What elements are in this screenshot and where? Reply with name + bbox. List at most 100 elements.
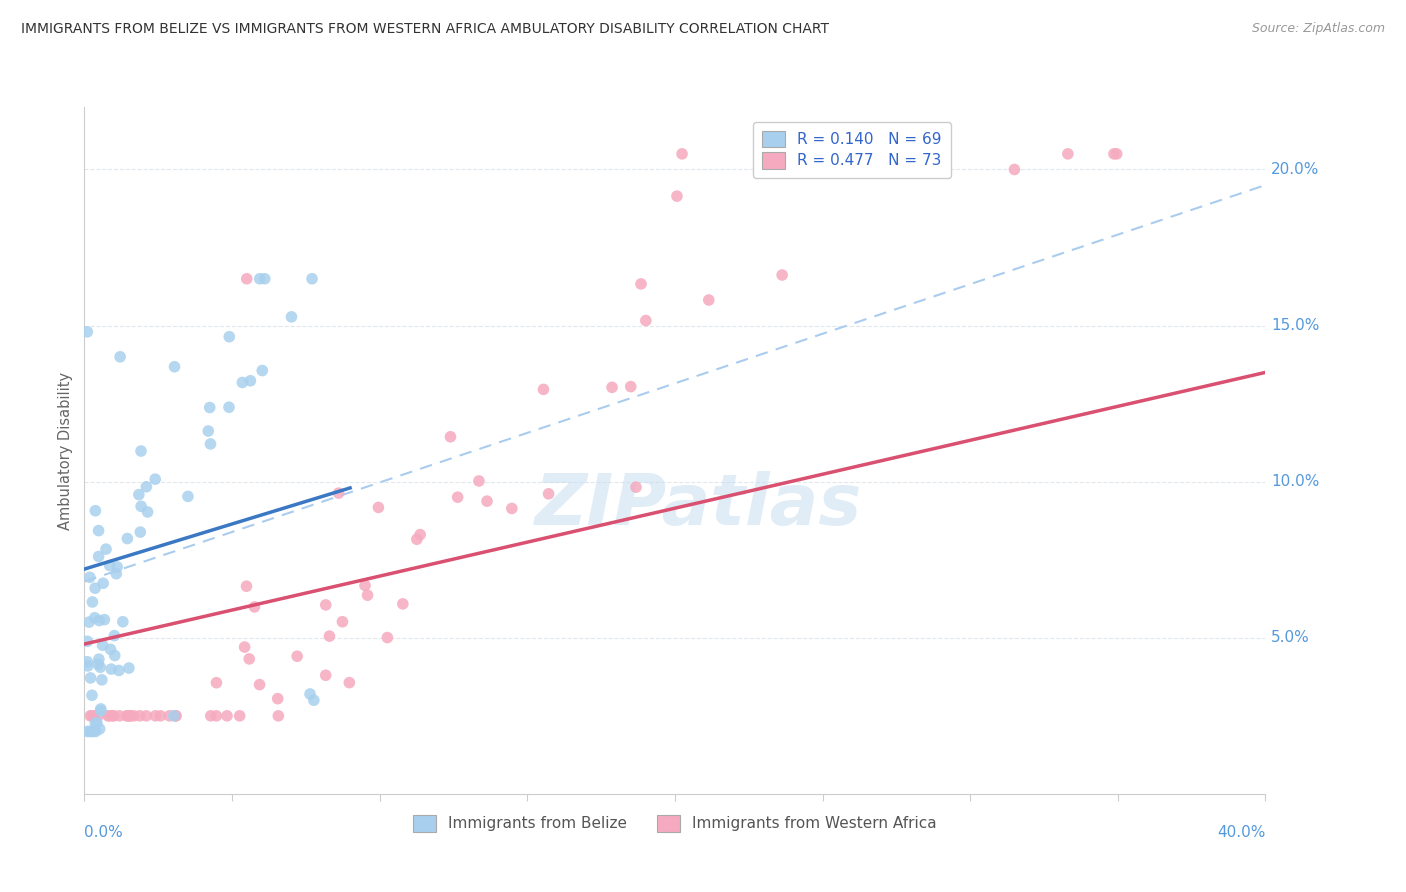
Point [79, 708, 101, 723]
Text: 15.0%: 15.0% [1271, 318, 1320, 333]
Point [239, 374, 262, 388]
Point [1004, 162, 1026, 177]
Point [770, 268, 793, 282]
Point [356, 588, 378, 602]
Point [770, 146, 793, 161]
Point [318, 629, 340, 643]
Point [128, 488, 150, 502]
Point [98, 558, 121, 573]
Point [84, 504, 107, 518]
Point [337, 675, 360, 690]
Point [111, 615, 134, 629]
Point [128, 708, 150, 723]
Point [665, 189, 688, 203]
Point [94, 542, 117, 557]
Point [80, 724, 103, 739]
Point [200, 437, 222, 451]
Point [143, 472, 166, 486]
Point [80, 688, 103, 702]
Point [105, 566, 128, 581]
Text: 40.0%: 40.0% [1218, 825, 1265, 839]
Point [367, 500, 389, 515]
Point [872, 146, 894, 161]
Point [87, 652, 110, 666]
Point [79, 570, 101, 584]
Point [136, 505, 159, 519]
Point [135, 480, 157, 494]
Point [97, 708, 120, 723]
Point [76, 325, 98, 339]
Point [87, 524, 110, 538]
Point [103, 629, 125, 643]
Point [87, 549, 110, 564]
Point [100, 642, 122, 657]
Point [84, 581, 107, 595]
Point [537, 487, 560, 501]
Point [215, 708, 238, 723]
Point [228, 708, 250, 723]
Point [82, 724, 104, 739]
Point [238, 652, 260, 666]
Point [90, 702, 112, 716]
Legend: Immigrants from Belize, Immigrants from Western Africa: Immigrants from Belize, Immigrants from … [406, 809, 943, 838]
Point [91, 576, 114, 591]
Point [624, 480, 647, 494]
Point [332, 615, 354, 629]
Point [89, 614, 111, 628]
Point [163, 708, 186, 723]
Point [439, 430, 461, 444]
Point [118, 661, 141, 675]
Point [267, 708, 290, 723]
Point [87, 708, 110, 723]
Point [205, 708, 228, 723]
Point [177, 490, 200, 504]
Point [377, 631, 399, 645]
Point [118, 708, 141, 723]
Point [129, 444, 152, 458]
Point [165, 708, 187, 723]
Point [475, 494, 498, 508]
Text: 0.0%: 0.0% [84, 825, 124, 839]
Text: ZIPatlas: ZIPatlas [534, 471, 862, 540]
Point [671, 146, 693, 161]
Point [89, 722, 111, 736]
Point [117, 532, 139, 546]
Text: IMMIGRANTS FROM BELIZE VS IMMIGRANTS FROM WESTERN AFRICA AMBULATORY DISABILITY C: IMMIGRANTS FROM BELIZE VS IMMIGRANTS FRO… [21, 22, 830, 37]
Point [122, 708, 145, 723]
Point [392, 597, 415, 611]
Point [135, 708, 157, 723]
Point [120, 708, 142, 723]
Point [315, 668, 337, 682]
Point [198, 401, 221, 415]
Point [409, 527, 432, 541]
Point [249, 271, 271, 285]
Point [108, 350, 131, 364]
Point [80, 708, 103, 723]
Point [90, 673, 112, 687]
Point [1057, 146, 1080, 161]
Point [90, 704, 112, 718]
Point [200, 708, 222, 723]
Point [163, 359, 186, 374]
Point [145, 708, 167, 723]
Point [101, 708, 124, 723]
Point [108, 708, 131, 723]
Point [446, 490, 468, 504]
Text: 10.0%: 10.0% [1271, 475, 1320, 489]
Text: 5.0%: 5.0% [1271, 631, 1310, 645]
Point [83, 611, 105, 625]
Point [103, 708, 125, 723]
Point [468, 474, 491, 488]
Point [298, 687, 321, 701]
Point [252, 363, 274, 377]
Point [79, 724, 101, 739]
Point [93, 613, 115, 627]
Point [117, 708, 139, 723]
Point [98, 708, 121, 723]
Point [285, 649, 308, 664]
Point [600, 380, 623, 394]
Point [76, 724, 98, 739]
Point [87, 657, 110, 672]
Point [197, 424, 219, 438]
Point [315, 598, 337, 612]
